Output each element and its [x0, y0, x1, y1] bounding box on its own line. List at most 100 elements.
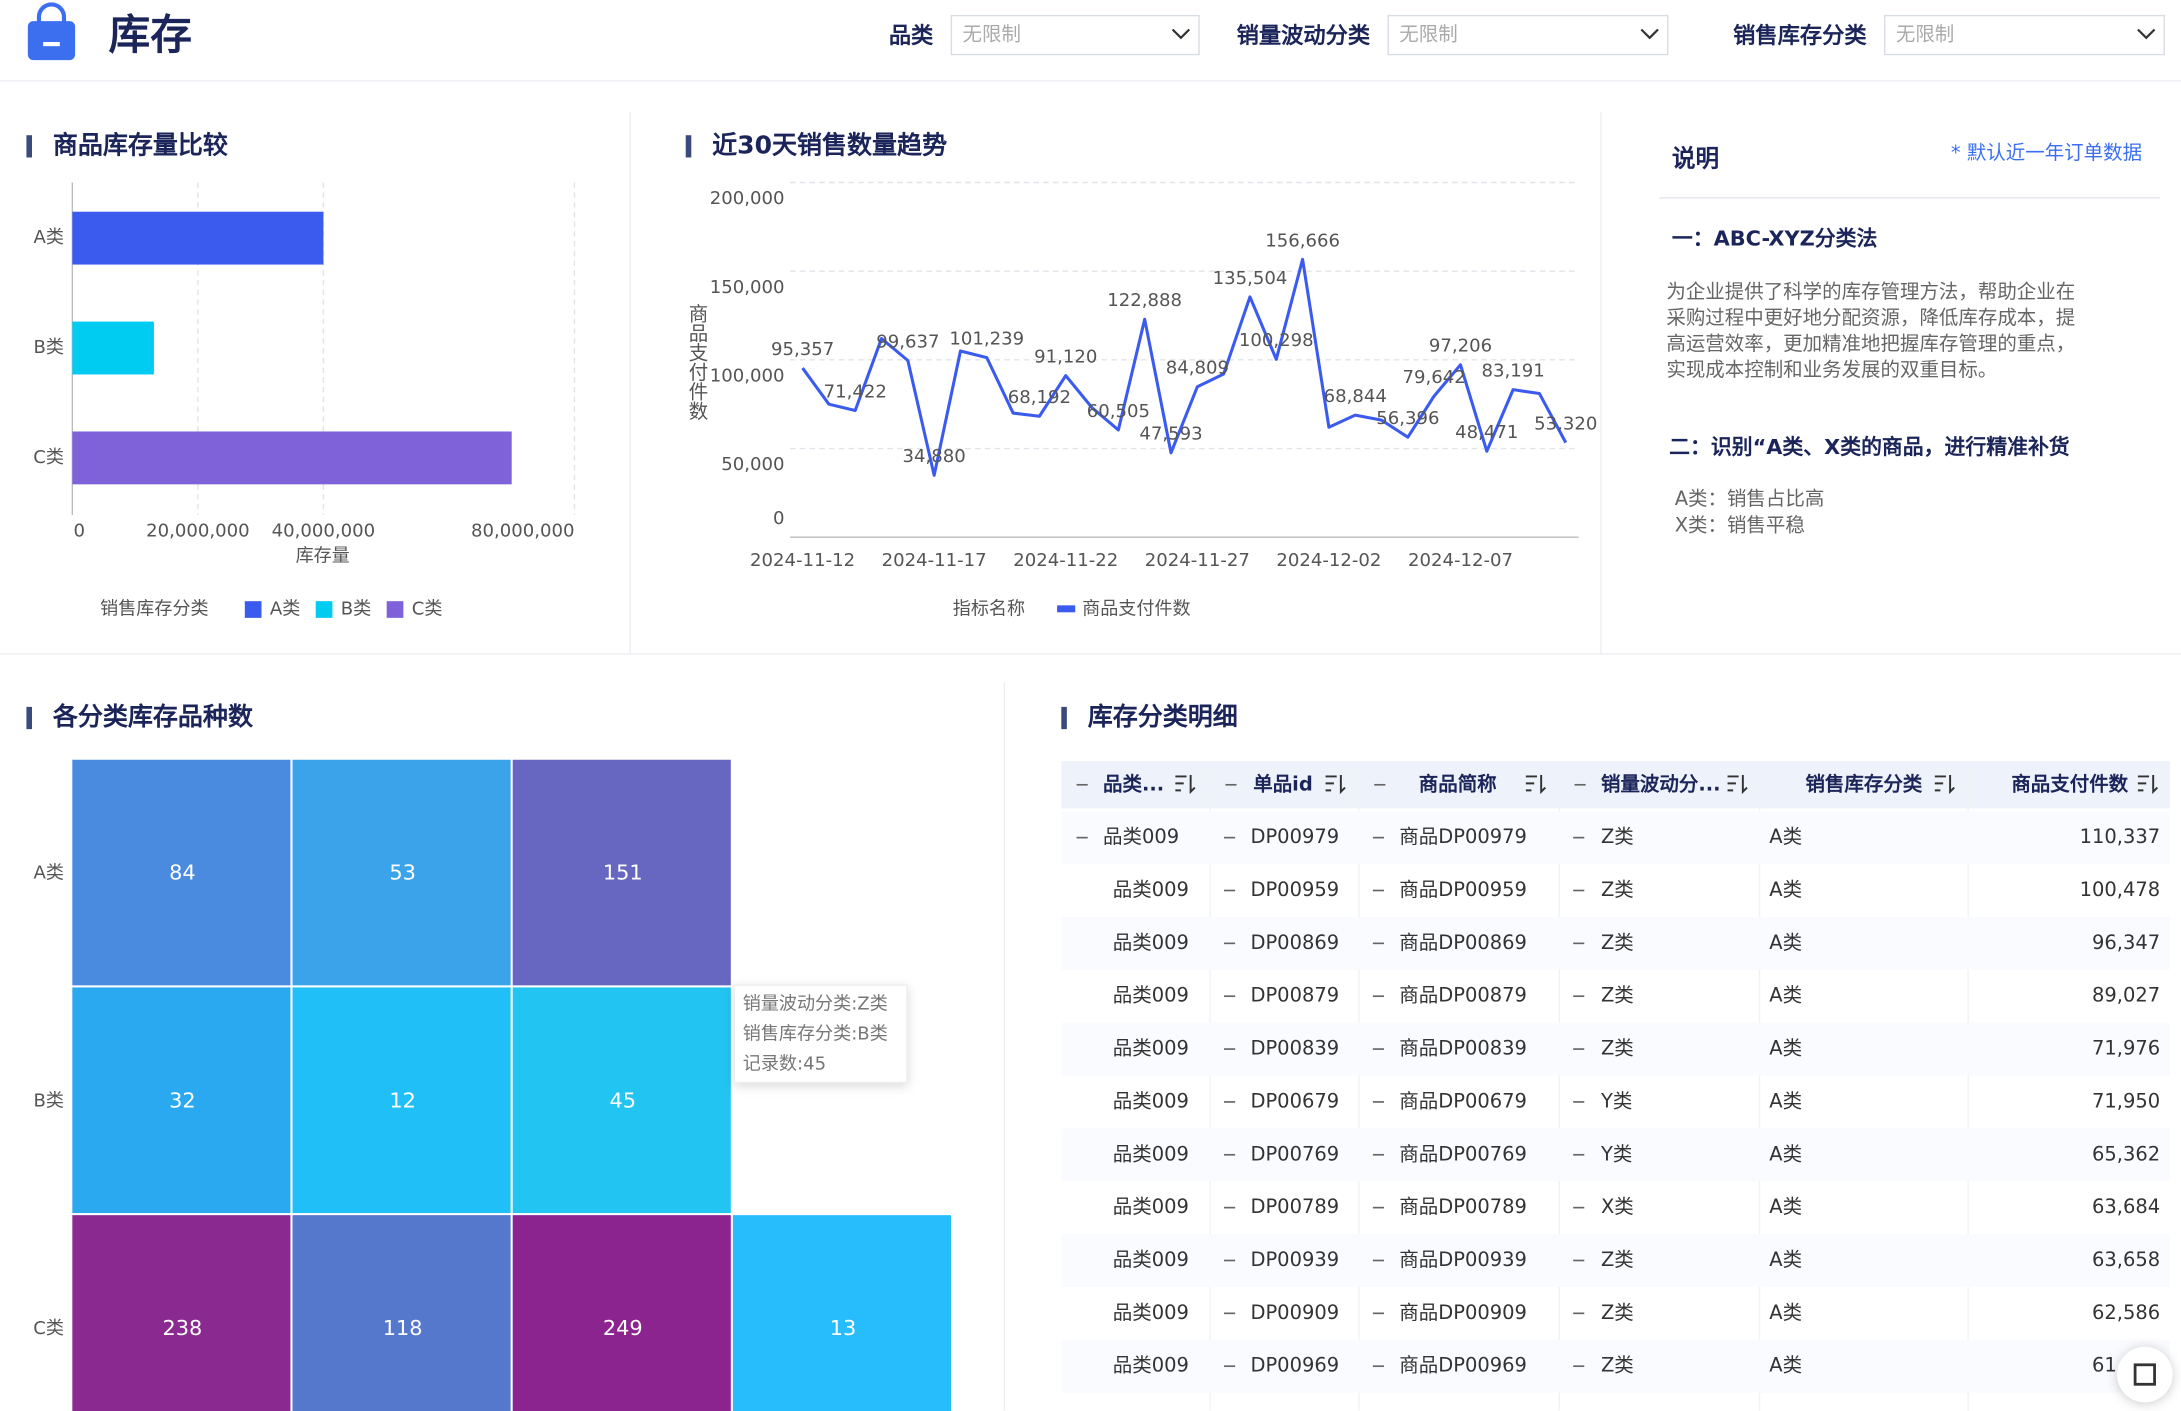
tooltip-line: 销量波动分类:Z类 [743, 994, 888, 1015]
table-cell: 89,027 [2092, 984, 2160, 1007]
data-label: 156,666 [1265, 230, 1340, 251]
table-cell: A类 [1769, 1301, 1802, 1324]
filter-value: 无限制 [963, 23, 1021, 46]
y-tick-label: 100,000 [710, 366, 785, 387]
sort-icon[interactable] [1525, 775, 1547, 795]
notes-item: X类：销售平稳 [1675, 514, 1805, 537]
table-cell: A类 [1769, 878, 1802, 901]
data-label: 34,880 [903, 446, 966, 467]
data-label: 60,505 [1087, 401, 1150, 422]
table-row [1061, 1339, 2170, 1393]
notes-paragraph: 实现成本控制和业务发展的双重目标。 [1666, 358, 1997, 381]
data-label: 91,120 [1034, 347, 1097, 368]
table-cell: 71,950 [2092, 1089, 2160, 1112]
fullscreen-icon [2133, 1363, 2156, 1386]
x-tick-label: 2024-11-22 [1013, 550, 1118, 571]
legend-swatch [1057, 605, 1076, 613]
heatmap-cell [512, 1215, 731, 1411]
legend-label: A类 [270, 599, 300, 620]
table-cell: DP00909 [1250, 1301, 1339, 1324]
data-label: 101,239 [949, 329, 1024, 350]
column-header: 销售库存分类 [1805, 772, 1922, 795]
table-cell: DP00679 [1250, 1089, 1339, 1112]
page-title: 库存 [108, 10, 191, 59]
table-cell: 商品DP00869 [1399, 931, 1527, 954]
table-cell: DP00869 [1250, 931, 1339, 954]
heatmap-cell [292, 987, 511, 1214]
table-cell: X类 [1601, 1195, 1634, 1218]
x-tick-label: 2024-12-07 [1408, 550, 1513, 571]
data-label: 99,637 [876, 331, 939, 352]
x-tick-label: 2024-11-27 [1145, 550, 1250, 571]
cell-label: 32 [169, 1088, 196, 1112]
filter-label: 销量波动分类 [1237, 23, 1371, 49]
table-row [1061, 916, 2170, 970]
filter-select[interactable] [950, 14, 1200, 56]
table-cell: 商品DP00969 [1399, 1354, 1527, 1377]
notes-heading: 二：识别“A类、X类的商品，进行精准补货 [1669, 435, 2070, 459]
table-cell: 63,684 [2092, 1195, 2160, 1218]
section-title: 近30天销售数量趋势 [712, 130, 947, 159]
table-cell: 商品DP00979 [1399, 825, 1527, 848]
fullscreen-button[interactable] [2117, 1346, 2173, 1403]
x-tick-label: 2024-11-12 [750, 550, 855, 571]
table-cell: DP00979 [1250, 825, 1339, 848]
y-tick-label: B类 [33, 1090, 63, 1111]
table-cell: 品类009 [1103, 825, 1179, 848]
cell-label: 45 [610, 1088, 637, 1112]
sort-icon[interactable] [1325, 775, 1346, 795]
column-header: 单品id [1253, 772, 1313, 795]
table-cell: A类 [1769, 825, 1802, 848]
table-row [1061, 1128, 2170, 1182]
sort-icon[interactable] [1934, 775, 1955, 795]
filter-select[interactable] [1387, 14, 1669, 56]
legend-swatch [315, 601, 333, 618]
data-label: 53,320 [1534, 414, 1597, 435]
column-header: 商品支付件数 [2011, 772, 2128, 795]
line [801, 257, 1568, 477]
data-label: 95,357 [771, 339, 834, 360]
table-cell: 100,478 [2080, 878, 2161, 901]
table-cell: 品类009 [1113, 1089, 1189, 1112]
table-cell: A类 [1769, 1037, 1802, 1060]
x-tick-label: 2024-12-02 [1276, 550, 1381, 571]
table-cell: A类 [1769, 1142, 1802, 1165]
filter-value: 无限制 [1896, 23, 1954, 46]
sort-icon[interactable] [2137, 775, 2159, 795]
section-title: 商品库存量比较 [53, 130, 228, 159]
data-label: 47,593 [1139, 424, 1202, 445]
table-cell: 品类009 [1113, 878, 1189, 901]
data-label: 79,642 [1403, 367, 1466, 388]
section-title: 库存分类明细 [1088, 702, 1238, 731]
legend-swatch [386, 601, 404, 618]
column-header: 销量波动分... [1601, 772, 1721, 795]
legend-swatch [244, 601, 262, 618]
table-cell: Z类 [1601, 1248, 1634, 1271]
x-tick-label: 40,000,000 [272, 521, 376, 542]
cell-label: 249 [603, 1316, 643, 1340]
y-tick-label: 150,000 [710, 277, 785, 298]
table-cell: 商品DP00679 [1399, 1089, 1527, 1112]
table-cell: Z类 [1601, 1301, 1634, 1324]
legend-label: 商品支付件数 [1082, 599, 1190, 620]
data-label: 68,844 [1324, 386, 1387, 407]
table-cell: 63,658 [2092, 1248, 2160, 1271]
table-cell: Y类 [1600, 1089, 1632, 1112]
table-cell: Z类 [1601, 1354, 1634, 1377]
data-label: 71,422 [824, 381, 887, 402]
heatmap-cell [732, 1215, 951, 1411]
y-tick-label: 200,000 [710, 188, 785, 209]
legend-title: 指标名称 [953, 599, 1025, 620]
table-cell: 品类009 [1113, 1248, 1189, 1271]
x-tick-label: 2024-11-17 [882, 550, 987, 571]
y-tick-label: A类 [34, 863, 64, 884]
table-cell: 商品DP00769 [1399, 1142, 1527, 1165]
table-cell: 71,976 [2092, 1037, 2160, 1060]
filter-select[interactable] [1884, 14, 2166, 56]
table-cell: A类 [1769, 1089, 1802, 1112]
sort-icon[interactable] [1727, 775, 1748, 795]
tooltip-line: 销售库存分类:B类 [743, 1023, 888, 1044]
table-cell: 品类009 [1113, 1354, 1189, 1377]
table-cell: 65,362 [2092, 1142, 2160, 1165]
sort-icon[interactable] [1175, 775, 1196, 795]
